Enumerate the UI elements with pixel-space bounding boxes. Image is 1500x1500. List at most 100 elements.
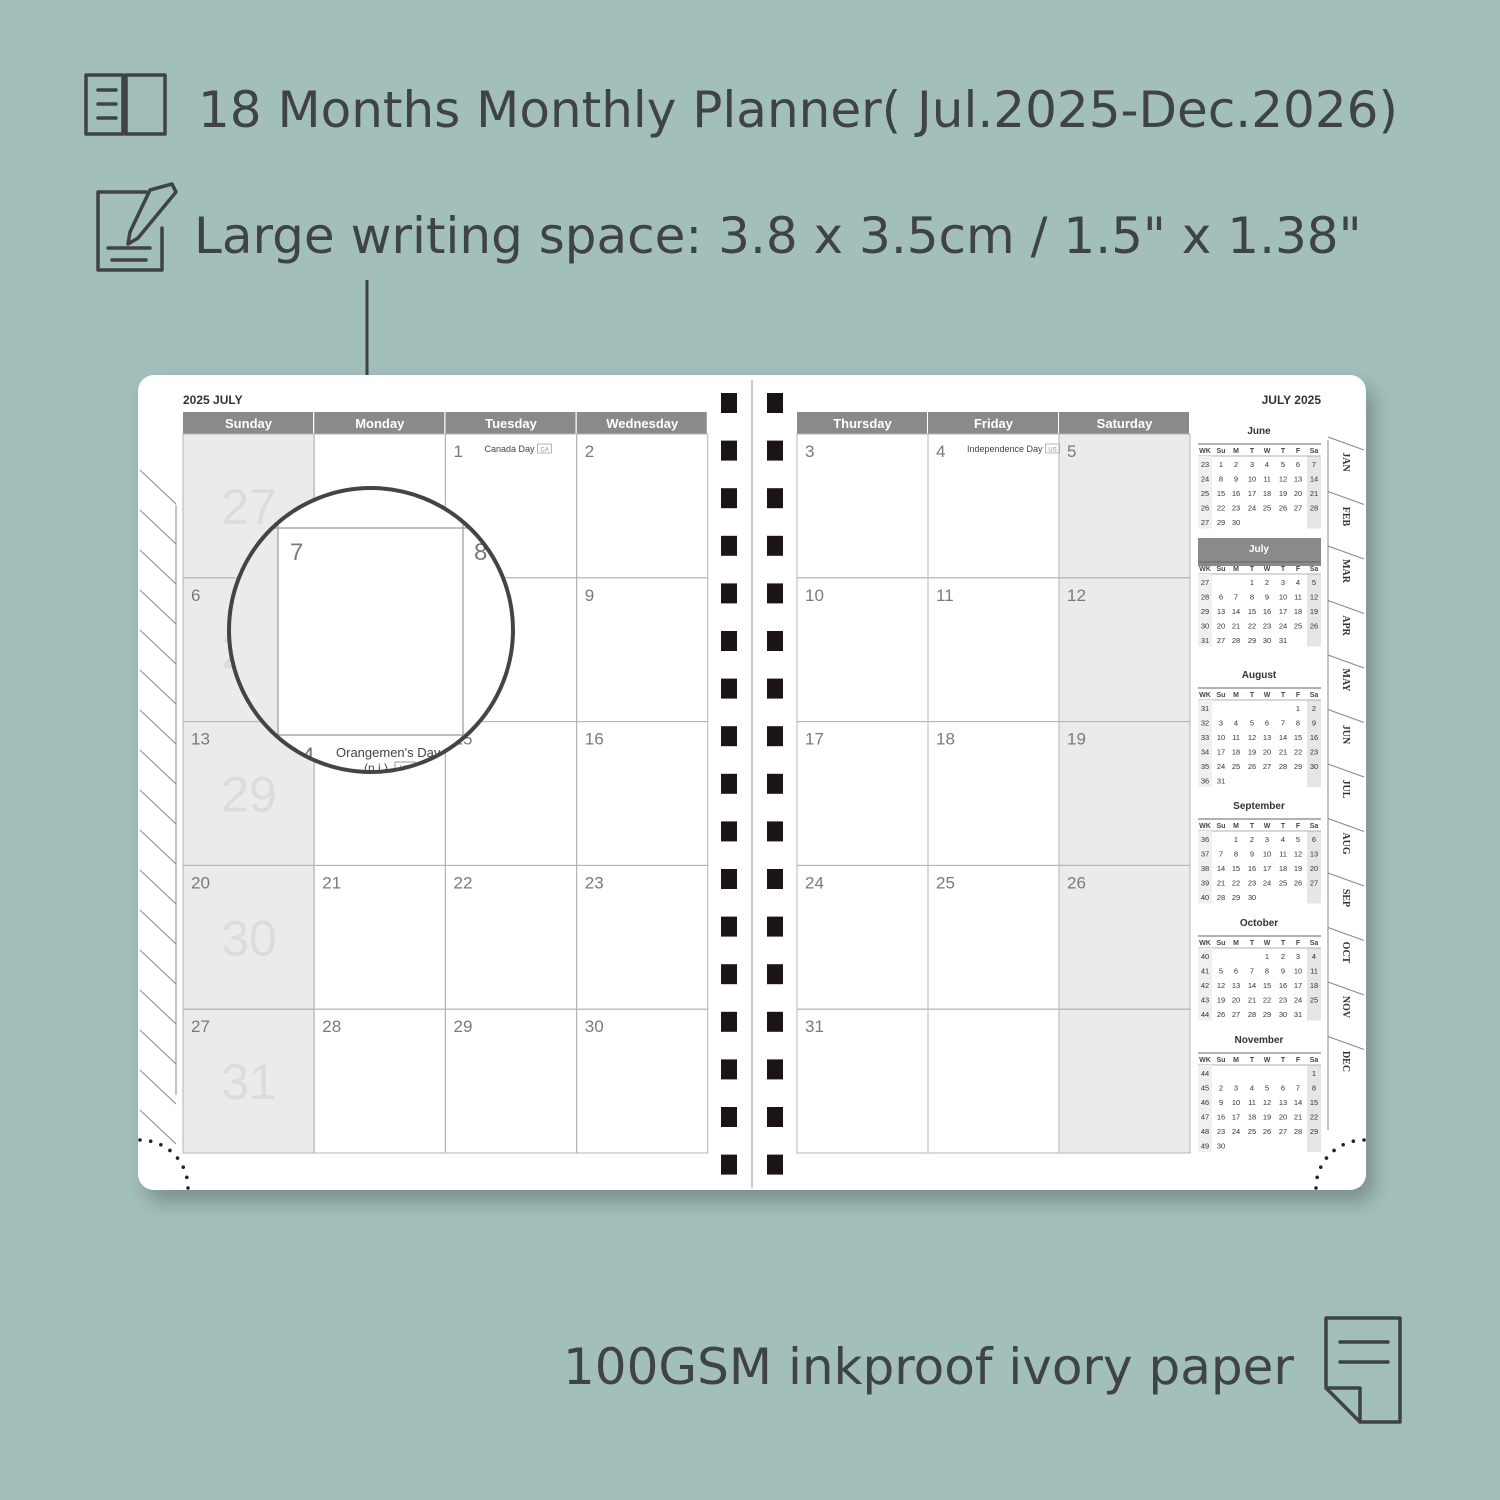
edge-decoration bbox=[139, 629, 177, 665]
mini-header: T bbox=[1250, 1057, 1255, 1064]
mini-day: 17 bbox=[1217, 748, 1225, 757]
mini-header: WK bbox=[1199, 448, 1211, 455]
edge-decoration bbox=[139, 989, 177, 1025]
mini-wk-shade bbox=[1198, 700, 1212, 787]
mini-month-name: October bbox=[1240, 918, 1278, 929]
mini-day: 15 bbox=[1310, 1098, 1318, 1107]
mini-week: 28 bbox=[1201, 593, 1209, 602]
mini-header: T bbox=[1250, 566, 1255, 573]
day-cell bbox=[1058, 1008, 1191, 1154]
spiral-hole bbox=[767, 583, 783, 604]
mini-day: 1 bbox=[1265, 952, 1269, 961]
mini-header: WK bbox=[1199, 692, 1211, 699]
edge-decoration bbox=[139, 669, 177, 705]
mini-day: 30 bbox=[1232, 518, 1240, 527]
edge-decoration bbox=[139, 949, 177, 985]
corner-dot bbox=[148, 1139, 153, 1144]
mini-day: 21 bbox=[1248, 996, 1256, 1005]
mini-header: T bbox=[1281, 692, 1286, 699]
mini-day: 25 bbox=[1279, 879, 1287, 888]
edge-decoration bbox=[139, 749, 177, 785]
mini-day: 13 bbox=[1232, 981, 1240, 990]
day-number: 5 bbox=[1067, 442, 1076, 461]
day-number: 23 bbox=[585, 873, 604, 892]
mini-day: 1 bbox=[1234, 835, 1238, 844]
weekday-label: Wednesday bbox=[606, 416, 679, 431]
weekday-header bbox=[1059, 412, 1189, 434]
spiral-hole bbox=[721, 821, 737, 842]
mini-day: 15 bbox=[1263, 981, 1271, 990]
mini-day: 1 bbox=[1219, 460, 1223, 469]
day-number: 21 bbox=[322, 873, 341, 892]
corner-dot bbox=[181, 1165, 186, 1169]
mini-header: W bbox=[1264, 692, 1271, 699]
mini-week: 41 bbox=[1201, 967, 1209, 976]
mini-day: 2 bbox=[1312, 704, 1316, 713]
day-number: 4 bbox=[936, 442, 945, 461]
mini-day: 26 bbox=[1248, 762, 1256, 771]
mini-header: M bbox=[1233, 692, 1239, 699]
mini-day: 20 bbox=[1263, 748, 1271, 757]
month-tab: MAR bbox=[1340, 559, 1351, 584]
mini-day: 18 bbox=[1294, 607, 1302, 616]
magnifier: 7814Orangemen's Day(n.i.)UK bbox=[230, 489, 512, 775]
tab-divider bbox=[1327, 436, 1365, 451]
day-number: 10 bbox=[805, 586, 824, 605]
mini-wk-shade bbox=[1198, 1065, 1212, 1152]
corner-dot bbox=[175, 1156, 180, 1160]
edge-decoration bbox=[139, 829, 177, 865]
day-number: 13 bbox=[191, 730, 210, 749]
day-number: 11 bbox=[936, 586, 954, 605]
mini-day: 6 bbox=[1265, 719, 1269, 728]
mini-day: 4 bbox=[1296, 578, 1300, 587]
mini-day: 25 bbox=[1248, 1127, 1256, 1136]
mini-day: 3 bbox=[1265, 835, 1269, 844]
day-number: 3 bbox=[805, 442, 814, 461]
mini-day: 12 bbox=[1294, 850, 1302, 859]
edge-decoration bbox=[139, 589, 177, 625]
paper-icon bbox=[1324, 1316, 1402, 1424]
mini-day: 14 bbox=[1310, 475, 1318, 484]
mini-day: 12 bbox=[1248, 733, 1256, 742]
mini-week: 31 bbox=[1201, 636, 1209, 645]
day-number: 9 bbox=[585, 586, 594, 605]
month-tab: AUG bbox=[1340, 832, 1351, 854]
mini-day: 19 bbox=[1263, 1113, 1271, 1122]
mini-day: 2 bbox=[1281, 952, 1285, 961]
mini-month-name: August bbox=[1242, 670, 1277, 681]
month-tab: JAN bbox=[1340, 452, 1351, 472]
mini-week: 29 bbox=[1201, 607, 1209, 616]
mini-week: 43 bbox=[1201, 996, 1209, 1005]
mini-day: 9 bbox=[1219, 1098, 1223, 1107]
mini-day: 9 bbox=[1250, 850, 1254, 859]
mini-day: 17 bbox=[1248, 489, 1256, 498]
mini-header: T bbox=[1281, 823, 1286, 830]
mini-header: T bbox=[1281, 1057, 1286, 1064]
mini-header: Su bbox=[1217, 823, 1226, 830]
day-number: 19 bbox=[1067, 730, 1086, 749]
mini-header: T bbox=[1250, 692, 1255, 699]
edge-decoration bbox=[139, 909, 177, 945]
mini-wk-shade bbox=[1198, 831, 1212, 904]
mini-day: 26 bbox=[1217, 1010, 1225, 1019]
mini-day: 18 bbox=[1248, 1113, 1256, 1122]
mini-active-header bbox=[1198, 538, 1321, 566]
month-tab: JUN bbox=[1340, 725, 1351, 745]
mini-week: 30 bbox=[1201, 622, 1209, 631]
mini-day: 29 bbox=[1310, 1127, 1318, 1136]
mini-day: 23 bbox=[1263, 622, 1271, 631]
mini-day: 29 bbox=[1232, 893, 1240, 902]
mini-week: 44 bbox=[1201, 1069, 1209, 1078]
mini-day: 8 bbox=[1250, 593, 1254, 602]
mini-day: 7 bbox=[1219, 850, 1223, 859]
mini-day: 3 bbox=[1219, 719, 1223, 728]
mini-day: 16 bbox=[1217, 1113, 1225, 1122]
mini-header: Su bbox=[1217, 692, 1226, 699]
spiral-hole bbox=[767, 535, 783, 556]
mini-week: 42 bbox=[1201, 981, 1209, 990]
mini-header: Su bbox=[1217, 448, 1226, 455]
mini-day: 8 bbox=[1312, 1084, 1316, 1093]
holiday-tag-box bbox=[1045, 443, 1060, 454]
magnified-holiday-note: (n.i.) bbox=[364, 761, 388, 775]
